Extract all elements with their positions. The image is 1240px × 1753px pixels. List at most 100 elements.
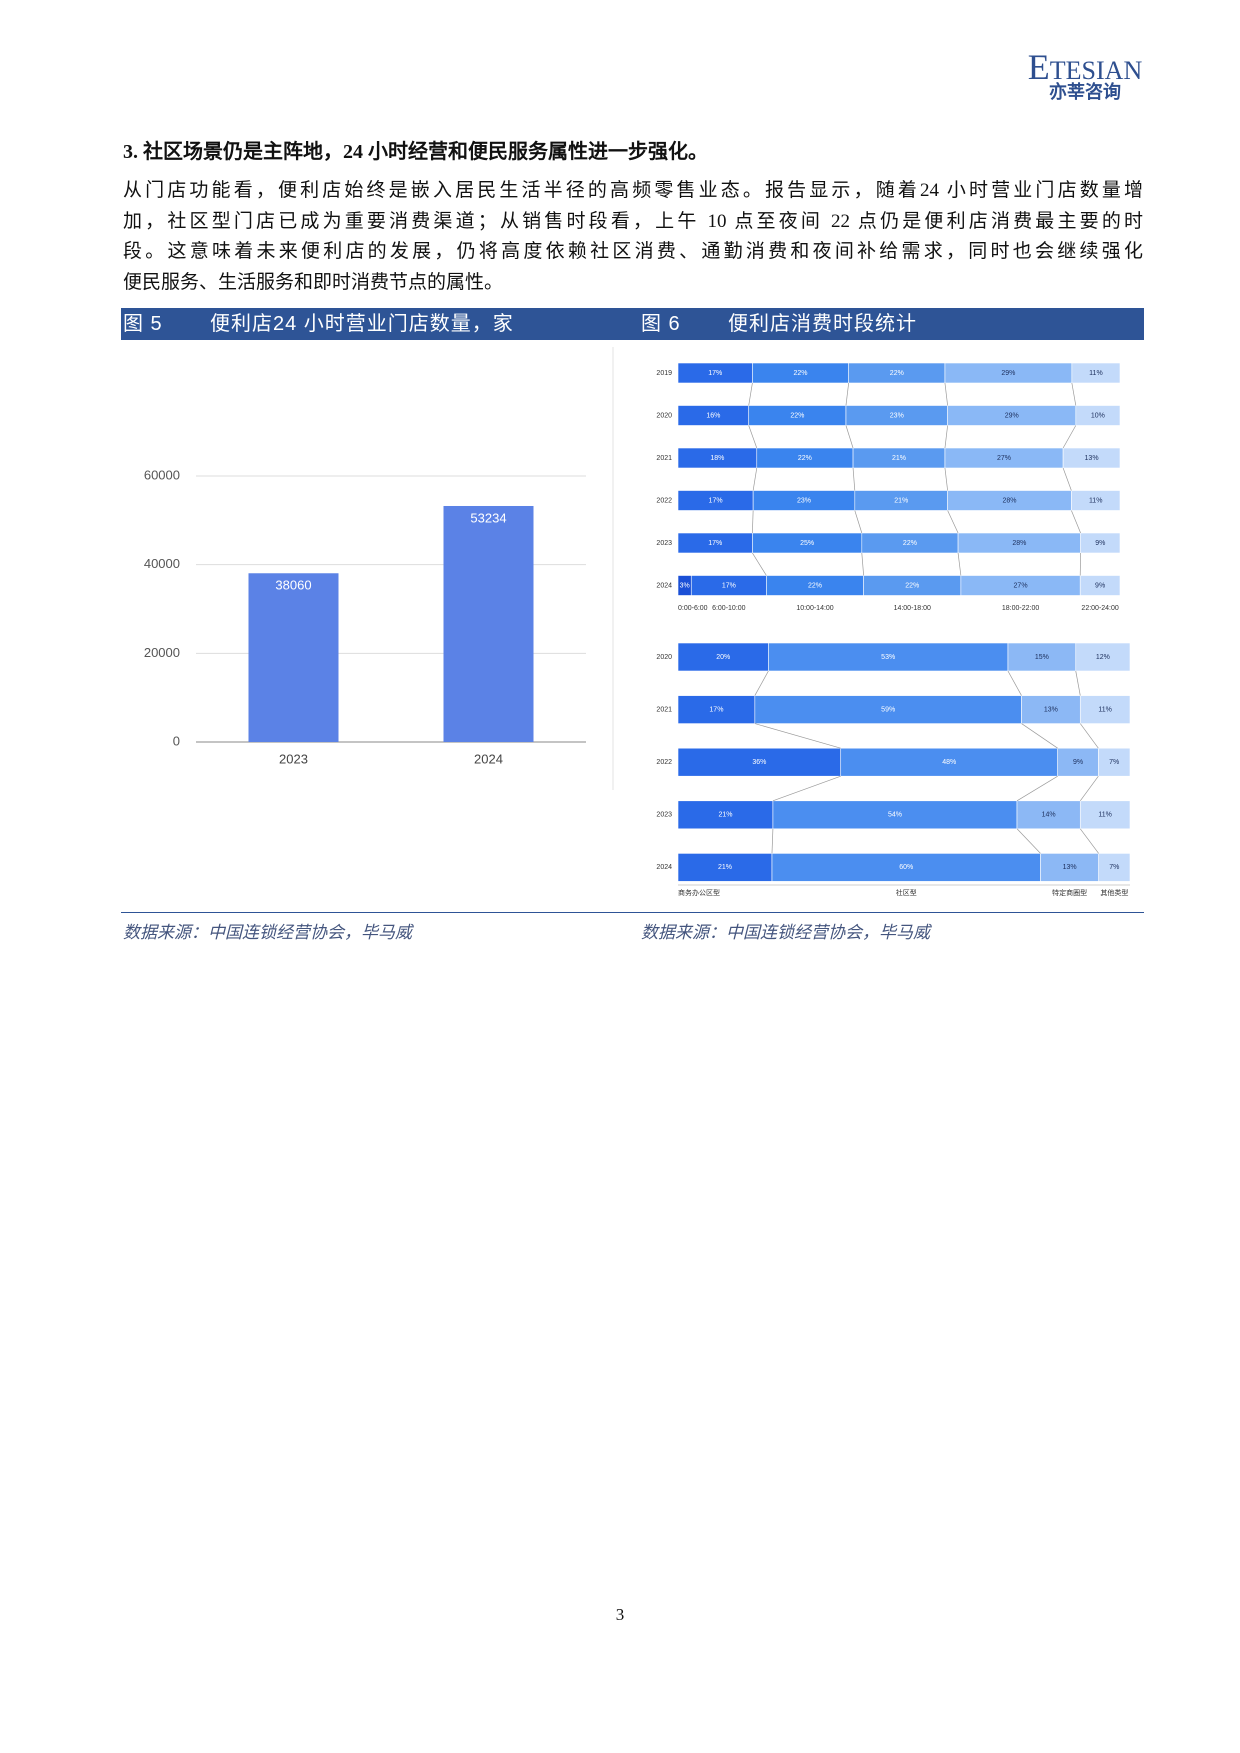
bar-segment — [1057, 747, 1099, 777]
y-tick-label: 0 — [173, 733, 180, 748]
y-tick-label: 2022 — [656, 497, 672, 504]
value-label: 11% — [1098, 706, 1112, 713]
paragraph: 从门店功能看，便利店始终是嵌入居民生活半径的高频零售业态。报告显示，随着24 小… — [123, 176, 1143, 298]
value-label: 17% — [708, 540, 722, 547]
bar-segment — [1080, 532, 1121, 554]
bar-segment — [1062, 447, 1121, 469]
y-tick-label: 2024 — [656, 582, 672, 589]
y-tick-label: 2021 — [656, 706, 672, 713]
connector — [752, 510, 754, 534]
y-tick-label: 2024 — [656, 864, 672, 871]
bar-segment — [1021, 695, 1081, 724]
source: 数据来源：中国连锁经营协会，毕马威 — [641, 923, 930, 942]
series-label: 0:00-6:00 — [678, 605, 708, 612]
value-label: 13% — [1085, 455, 1099, 462]
value-label: 12% — [1096, 654, 1110, 661]
connector — [772, 775, 841, 802]
y-tick-label: 40000 — [144, 556, 180, 571]
connector — [1062, 467, 1072, 491]
series-label: 10:00-14:00 — [796, 605, 833, 612]
value-label: 27% — [1014, 582, 1028, 589]
connector — [1071, 510, 1081, 534]
series-label: 社区型 — [896, 888, 917, 897]
value-label: 17% — [708, 370, 722, 377]
connector — [1079, 723, 1099, 749]
value-label: 23% — [797, 497, 811, 504]
bar-segment — [677, 800, 774, 830]
value-label: 9% — [1095, 540, 1105, 547]
value-label: 17% — [709, 706, 723, 713]
bar-segment — [772, 800, 1018, 830]
bar-segment — [768, 642, 1009, 672]
value-label: 28% — [1002, 497, 1016, 504]
bar-segment — [840, 747, 1058, 777]
connector — [845, 382, 850, 406]
logo: ETESIAN 亦莘咨询 — [1020, 52, 1150, 102]
y-tick-label: 2023 — [656, 812, 672, 819]
bar-segment — [1075, 642, 1131, 672]
connector — [1016, 828, 1041, 854]
value-label: 21% — [894, 497, 908, 504]
value-label: 25% — [800, 540, 814, 547]
value-label: 23% — [890, 412, 904, 419]
connector — [771, 828, 774, 854]
value-label: 53% — [881, 654, 895, 661]
series-label: 商务办公区型 — [678, 888, 720, 897]
figure-number: 图 5 — [123, 313, 163, 335]
value-label: 22% — [905, 582, 919, 589]
bar — [248, 573, 339, 742]
series-label: 14:00-18:00 — [894, 605, 931, 612]
logo-cn: 亦莘咨询 — [1049, 82, 1121, 102]
value-label: 16% — [706, 412, 720, 419]
bar-segment — [677, 853, 773, 882]
value-label: 21% — [718, 812, 732, 819]
value-label: 20% — [716, 654, 730, 661]
bar-segment — [1079, 575, 1121, 596]
value-label: 38060 — [275, 578, 311, 593]
figure-title: 便利店24 小时营业门店数量，家 — [210, 313, 514, 335]
bar-segment — [1075, 405, 1121, 426]
bar-segment — [1079, 695, 1131, 724]
value-label: 11% — [1098, 812, 1112, 819]
series-label: 18:00-22:00 — [1002, 605, 1039, 612]
connector — [944, 425, 948, 449]
paragraph-line: 加，社区型门店已成为重要消费渠道；从销售时段看，上午 10 点至夜间 22 点仍… — [123, 210, 1143, 232]
connector — [748, 425, 758, 449]
bar-segment — [1098, 747, 1131, 777]
bar-segment — [771, 853, 1041, 882]
source: 数据来源：中国连锁经营协会，毕马威 — [123, 923, 412, 942]
paragraph-line: 便民服务、生活服务和即时消费节点的属性。 — [123, 271, 504, 293]
y-tick-label: 2023 — [656, 540, 672, 547]
value-label: 29% — [1005, 412, 1019, 419]
connector — [947, 510, 959, 534]
connector — [854, 510, 863, 534]
connector — [1016, 775, 1058, 802]
connector — [748, 382, 753, 406]
connector — [845, 425, 854, 449]
bar-segment — [1007, 642, 1077, 672]
bar-segment — [1071, 362, 1121, 384]
connector — [852, 467, 856, 491]
y-tick-label: 2020 — [656, 654, 672, 661]
value-label: 21% — [892, 455, 906, 462]
value-label: 22% — [890, 370, 904, 377]
value-label: 22% — [794, 370, 808, 377]
value-label: 21% — [718, 864, 732, 871]
connector — [754, 670, 769, 696]
value-label: 15% — [1035, 654, 1049, 661]
connector — [944, 382, 948, 406]
bar-segment — [677, 695, 756, 724]
connector — [752, 552, 767, 576]
value-label: 54% — [888, 812, 902, 819]
value-label: 11% — [1089, 370, 1103, 377]
value-label: 36% — [752, 759, 766, 766]
y-tick-label: 2021 — [656, 455, 672, 462]
connector — [1021, 723, 1058, 749]
x-tick-label: 2024 — [474, 751, 503, 766]
value-label: 14% — [1042, 812, 1056, 819]
value-label: 22% — [790, 412, 804, 419]
series-label: 22:00-24:00 — [1081, 605, 1118, 612]
value-label: 13% — [1063, 864, 1077, 871]
value-label: 22% — [808, 582, 822, 589]
